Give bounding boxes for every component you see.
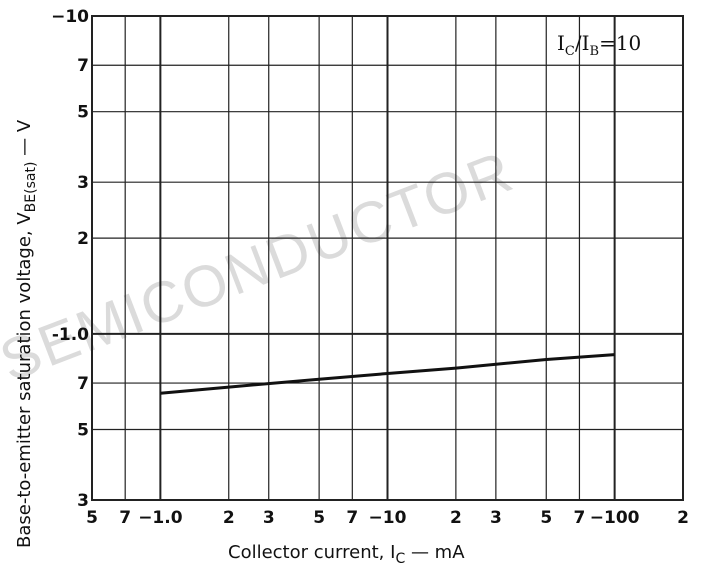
annotation-sub2: B — [590, 44, 600, 59]
y-tick-label: 7 — [77, 56, 89, 76]
x-tick-label: 7 — [119, 508, 131, 528]
x-tick-labels: 5 7 −1.0 2 3 5 7 −10 2 3 5 7 −100 2 — [86, 508, 689, 528]
y-tick-label: 5 — [77, 103, 89, 123]
y-tick-label: 5 — [77, 420, 89, 440]
x-tick-label: 7 — [574, 508, 586, 528]
y-axis-label-main: Base-to-emitter saturation voltage, V — [14, 212, 35, 548]
x-tick-label: 2 — [450, 508, 462, 528]
series-line — [160, 353, 615, 395]
x-tick-label: −1.0 — [138, 508, 183, 528]
y-tick-labels: −10 7 5 3 2 -1.0 7 5 3 — [51, 7, 89, 511]
grid — [91, 15, 684, 501]
y-axis-label: Base-to-emitter saturation voltage, VBE(… — [14, 119, 39, 548]
x-tick-label: 2 — [223, 508, 235, 528]
x-tick-label: 2 — [677, 508, 689, 528]
annotation-sub1: C — [565, 44, 575, 59]
y-tick-label: 3 — [77, 173, 89, 193]
y-tick-label: 2 — [77, 229, 89, 249]
x-axis-label-main: Collector current, I — [228, 542, 395, 563]
x-tick-label: 5 — [540, 508, 552, 528]
annotation-base: I — [557, 31, 565, 55]
y-tick-label: −10 — [51, 7, 89, 27]
x-tick-label: 5 — [86, 508, 98, 528]
x-axis-label: Collector current, IC — mA — [228, 542, 465, 567]
annotation-tail: =10 — [599, 31, 641, 55]
y-tick-label: 7 — [77, 374, 89, 394]
x-tick-label: 7 — [346, 508, 358, 528]
y-tick-label: 3 — [77, 491, 89, 511]
x-axis-label-tail: — mA — [405, 542, 465, 563]
x-tick-label: 3 — [263, 508, 275, 528]
y-axis-label-sub: BE(sat) — [23, 162, 39, 213]
plot-frame — [91, 15, 684, 501]
x-tick-label: 3 — [490, 508, 502, 528]
x-tick-label: −100 — [590, 508, 640, 528]
y-tick-label: -1.0 — [52, 325, 89, 345]
x-axis-label-sub: C — [395, 551, 405, 567]
annotation: IC/IB=10 — [557, 31, 641, 59]
annotation-mid: /I — [575, 31, 590, 55]
x-tick-label: −10 — [369, 508, 407, 528]
y-axis-label-tail: — V — [14, 119, 35, 161]
series-layer — [160, 353, 615, 395]
x-tick-label: 5 — [313, 508, 325, 528]
